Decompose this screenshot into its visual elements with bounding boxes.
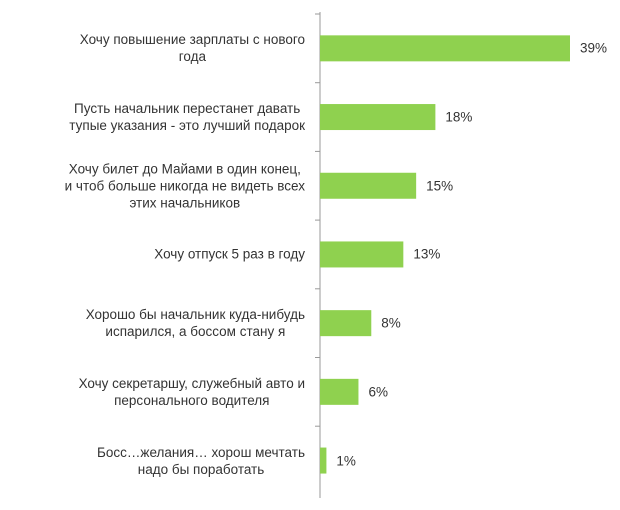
value-label: 13% <box>413 246 441 262</box>
bar <box>320 104 436 131</box>
category-label: Хочу билет до Майами в один конец, и что… <box>64 161 305 211</box>
category-label: Хочу секретаршу, служебный авто и персон… <box>78 375 305 408</box>
category-label: Хорошо бы начальник куда-нибудь испарилс… <box>85 307 305 340</box>
category-label: Хочу повышение зарплаты с нового года <box>79 32 305 65</box>
category-label: Пусть начальник перестанет давать тупые … <box>69 101 305 134</box>
value-label: 39% <box>580 40 608 56</box>
value-label: 15% <box>426 178 454 194</box>
bar <box>320 378 359 405</box>
bar <box>320 310 372 337</box>
bar <box>320 241 404 268</box>
bar <box>320 172 417 199</box>
category-label: Хочу отпуск 5 раз в году <box>154 246 305 262</box>
category-label: Босс…желания… хорош мечтать надо бы пора… <box>97 444 305 477</box>
value-label: 6% <box>368 384 388 400</box>
bar <box>320 35 570 62</box>
value-label: 8% <box>381 315 401 331</box>
value-label: 1% <box>336 453 356 469</box>
bar <box>320 447 327 474</box>
value-label: 18% <box>445 109 473 125</box>
